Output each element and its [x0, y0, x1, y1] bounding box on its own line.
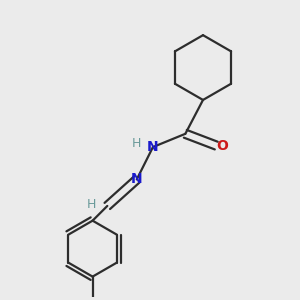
Text: H: H: [132, 137, 141, 150]
Text: N: N: [147, 140, 159, 154]
Text: H: H: [86, 198, 96, 211]
Text: N: N: [131, 172, 142, 186]
Text: O: O: [216, 139, 228, 153]
